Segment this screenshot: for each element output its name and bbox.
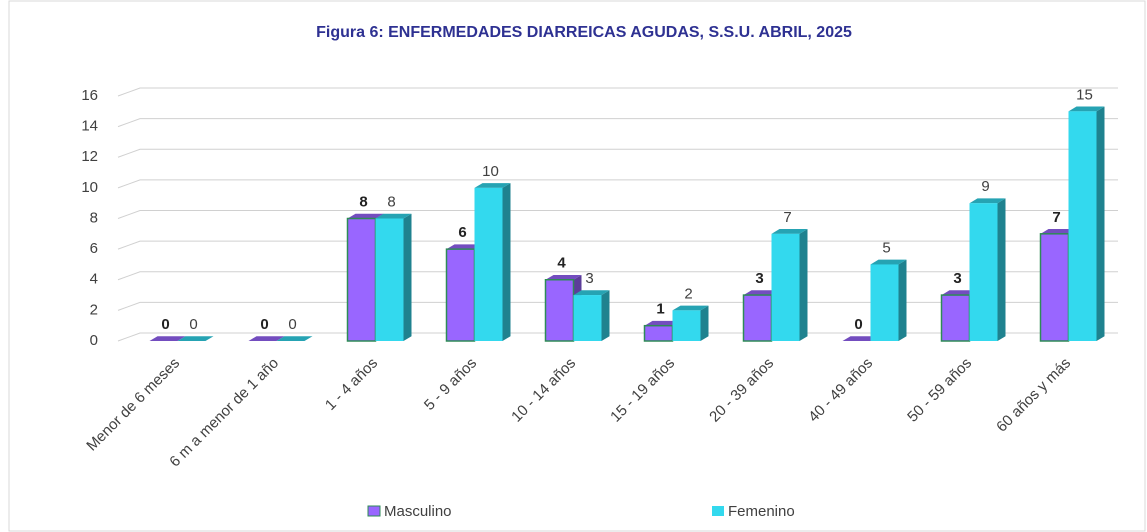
bar <box>771 233 800 341</box>
bar-top <box>870 259 907 265</box>
y-tick-label: 14 <box>81 118 98 135</box>
data-label: 4 <box>557 255 566 272</box>
bar <box>1068 111 1097 341</box>
data-label: 3 <box>953 270 961 287</box>
y-tick-label: 16 <box>81 87 98 104</box>
data-label: 9 <box>981 178 989 195</box>
bar-side <box>997 198 1006 341</box>
y-tick-label: 6 <box>90 240 98 257</box>
bar-side <box>601 290 610 341</box>
bar-side <box>403 213 412 341</box>
y-tick-label: 12 <box>81 148 98 165</box>
data-label: 3 <box>585 270 593 287</box>
bar-top <box>177 336 214 341</box>
data-label: 7 <box>783 209 791 226</box>
data-label: 0 <box>189 316 197 333</box>
bar-top <box>743 290 780 296</box>
bar <box>969 203 998 341</box>
bar-top <box>446 244 483 250</box>
bar <box>672 310 701 341</box>
chart-border <box>8 0 1146 532</box>
bar <box>346 217 377 342</box>
bar <box>870 264 899 341</box>
bar-top <box>842 336 879 341</box>
legend-swatch <box>712 506 724 516</box>
bar-side <box>799 229 808 341</box>
data-label: 1 <box>656 301 664 318</box>
legend-label: Masculino <box>384 503 452 520</box>
bar <box>643 324 674 342</box>
data-label: 10 <box>482 163 499 180</box>
bar-top <box>771 229 808 234</box>
legend-swatch <box>367 505 381 517</box>
data-label: 6 <box>458 224 466 241</box>
data-label: 0 <box>288 316 296 333</box>
data-label: 8 <box>359 193 367 210</box>
data-label: 0 <box>161 316 169 333</box>
data-label: 0 <box>260 316 268 333</box>
bar-top <box>644 320 681 326</box>
bar <box>445 248 476 342</box>
grid-line <box>117 210 1118 219</box>
bar-side <box>700 305 709 341</box>
bar-top <box>1040 229 1077 234</box>
grid-line <box>117 148 1118 158</box>
bar-side <box>898 259 907 341</box>
y-tick-label: 8 <box>90 209 98 226</box>
bar-top <box>969 198 1006 204</box>
chart-title: Figura 6: ENFERMEDADES DIARREICAS AGUDAS… <box>316 24 852 41</box>
bar <box>742 294 773 342</box>
data-label: 3 <box>755 270 763 287</box>
bar-top <box>545 274 582 280</box>
bar-top <box>149 336 186 341</box>
bar-top <box>573 290 610 296</box>
bar-top <box>672 305 709 311</box>
data-label: 7 <box>1052 209 1060 226</box>
y-tick-label: 4 <box>90 271 98 288</box>
bar-top <box>248 336 285 341</box>
bar <box>544 279 575 342</box>
data-label: 0 <box>854 316 862 333</box>
bar-top <box>1068 106 1105 112</box>
grid-line <box>117 118 1118 128</box>
grid-line <box>117 179 1118 189</box>
bar-top <box>276 336 313 341</box>
bar <box>474 187 503 341</box>
bar-top <box>375 213 412 219</box>
bar-side <box>1096 106 1105 341</box>
data-label: 8 <box>387 193 395 210</box>
y-tick-label: 10 <box>81 179 98 196</box>
bar-top <box>347 213 384 219</box>
y-tick-label: 2 <box>90 301 98 318</box>
bar-top <box>941 290 978 296</box>
bar <box>1039 233 1070 342</box>
y-tick-label: 0 <box>90 332 98 349</box>
data-label: 15 <box>1076 86 1093 103</box>
bar <box>573 295 602 341</box>
bar-top <box>474 183 511 188</box>
bar <box>940 294 971 342</box>
grid-line <box>117 87 1118 97</box>
legend-label: Femenino <box>728 503 795 520</box>
bar <box>375 218 404 341</box>
bar-side <box>502 183 511 341</box>
data-label: 5 <box>882 239 890 256</box>
data-label: 2 <box>684 285 692 302</box>
